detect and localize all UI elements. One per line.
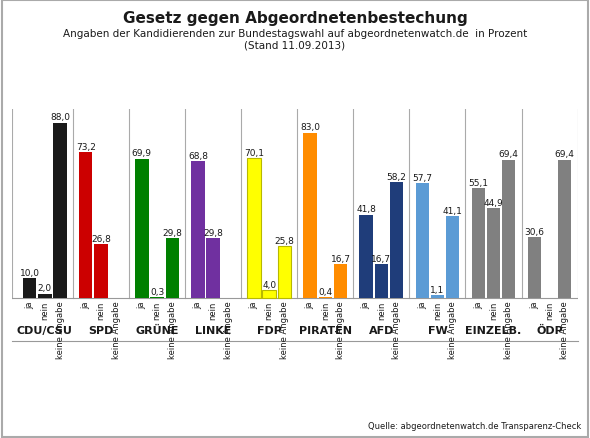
Text: 29,8: 29,8	[162, 229, 182, 238]
Text: ja: ja	[530, 301, 539, 308]
Text: 73,2: 73,2	[76, 143, 96, 152]
Bar	[334, 265, 347, 298]
Text: EINZELB.: EINZELB.	[466, 325, 522, 335]
Text: 69,4: 69,4	[499, 150, 519, 159]
Bar	[390, 183, 403, 298]
Text: 1,1: 1,1	[430, 286, 444, 295]
Text: 44,9: 44,9	[484, 199, 503, 208]
Text: ja: ja	[81, 301, 90, 308]
Text: 69,4: 69,4	[555, 150, 575, 159]
Text: ja: ja	[474, 301, 483, 308]
Text: 29,8: 29,8	[203, 229, 223, 238]
Text: 30,6: 30,6	[525, 227, 545, 236]
Text: ja: ja	[362, 301, 371, 308]
Text: 58,2: 58,2	[386, 172, 407, 181]
Text: keine Angabe: keine Angabe	[560, 301, 569, 359]
Text: SPD: SPD	[88, 325, 114, 335]
Text: nein: nein	[433, 301, 442, 319]
Bar	[38, 294, 51, 298]
Text: GRÜNE: GRÜNE	[135, 325, 179, 335]
Bar	[319, 297, 332, 298]
Text: 57,7: 57,7	[412, 173, 432, 182]
Text: keine Angabe: keine Angabe	[168, 301, 177, 359]
Bar	[23, 278, 37, 298]
Bar	[150, 297, 164, 298]
Bar	[375, 265, 388, 298]
Text: 41,8: 41,8	[356, 205, 376, 214]
Bar	[263, 290, 276, 298]
Text: 70,1: 70,1	[244, 149, 264, 158]
Text: 16,7: 16,7	[371, 254, 391, 264]
Bar	[166, 239, 179, 298]
Bar	[135, 159, 149, 298]
Text: nein: nein	[265, 301, 274, 319]
Text: (Stand 11.09.2013): (Stand 11.09.2013)	[244, 40, 346, 50]
Text: ja: ja	[306, 301, 314, 308]
Text: nein: nein	[489, 301, 498, 319]
Bar	[79, 153, 93, 298]
Text: keine Angabe: keine Angabe	[112, 301, 120, 359]
Text: 69,9: 69,9	[132, 149, 152, 158]
Text: 88,0: 88,0	[50, 113, 70, 122]
Text: 25,8: 25,8	[274, 237, 294, 246]
Text: PIRATEN: PIRATEN	[299, 325, 352, 335]
Text: CDU/CSU: CDU/CSU	[17, 325, 73, 335]
Text: 16,7: 16,7	[330, 254, 350, 264]
Bar	[487, 209, 500, 298]
Text: 10,0: 10,0	[19, 268, 40, 277]
Text: 0,3: 0,3	[150, 287, 164, 296]
Text: 83,0: 83,0	[300, 123, 320, 132]
Text: FW: FW	[428, 325, 447, 335]
Bar	[431, 296, 444, 298]
Text: nein: nein	[377, 301, 386, 319]
Text: keine Angabe: keine Angabe	[392, 301, 401, 359]
Text: nein: nein	[96, 301, 106, 319]
Bar	[558, 160, 572, 298]
Bar	[502, 160, 516, 298]
Text: 0,4: 0,4	[318, 287, 332, 296]
Bar	[94, 245, 107, 298]
Text: ja: ja	[137, 301, 146, 308]
Text: AFD: AFD	[369, 325, 394, 335]
Text: nein: nein	[153, 301, 162, 319]
Text: nein: nein	[321, 301, 330, 319]
Text: keine Angabe: keine Angabe	[224, 301, 233, 359]
Text: keine Angabe: keine Angabe	[448, 301, 457, 359]
Text: keine Angabe: keine Angabe	[55, 301, 64, 359]
Text: keine Angabe: keine Angabe	[280, 301, 289, 359]
Text: Quelle: abgeordnetenwatch.de Transparenz-Check: Quelle: abgeordnetenwatch.de Transparenz…	[368, 421, 581, 430]
Text: 41,1: 41,1	[442, 206, 463, 215]
Bar	[206, 239, 220, 298]
Text: 68,8: 68,8	[188, 151, 208, 160]
Text: ja: ja	[25, 301, 34, 308]
Bar	[191, 162, 205, 298]
Text: ja: ja	[418, 301, 427, 308]
Text: nein: nein	[40, 301, 50, 319]
Text: 26,8: 26,8	[91, 235, 111, 244]
Bar	[247, 159, 261, 298]
Text: 2,0: 2,0	[38, 284, 52, 293]
Text: ÖDP: ÖDP	[536, 325, 563, 335]
Bar	[278, 247, 291, 298]
Text: Gesetz gegen Abgeordnetenbestechung: Gesetz gegen Abgeordnetenbestechung	[123, 11, 467, 26]
Text: keine Angabe: keine Angabe	[336, 301, 345, 359]
Text: nein: nein	[209, 301, 218, 319]
Text: ja: ja	[194, 301, 202, 308]
Bar	[303, 133, 317, 298]
Text: FDP: FDP	[257, 325, 281, 335]
Text: nein: nein	[545, 301, 554, 319]
Text: LINKE: LINKE	[195, 325, 231, 335]
Bar	[471, 189, 485, 298]
Bar	[527, 237, 541, 298]
Text: 4,0: 4,0	[262, 280, 276, 289]
Bar	[359, 215, 373, 298]
Bar	[446, 216, 460, 298]
Text: ja: ja	[250, 301, 258, 308]
Text: keine Angabe: keine Angabe	[504, 301, 513, 359]
Text: 55,1: 55,1	[468, 179, 489, 187]
Bar	[415, 184, 429, 298]
Text: Angaben der Kandidierenden zur Bundestagswahl auf abgeordnetenwatch.de  in Proze: Angaben der Kandidierenden zur Bundestag…	[63, 28, 527, 39]
Bar	[53, 124, 67, 298]
